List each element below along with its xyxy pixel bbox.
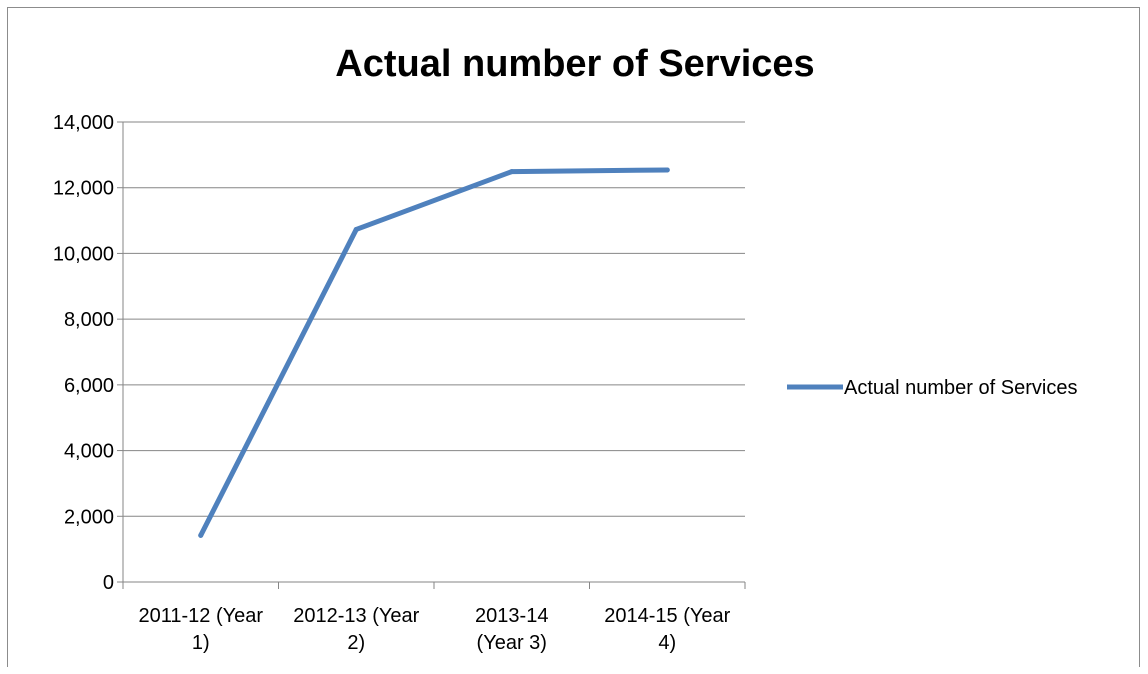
data-point [509,169,515,175]
y-axis-ticks: 0 2,000 4,000 6,000 8,000 10,000 12,000 14,000 [53,112,123,594]
y-tick-label: 4,000 [64,441,114,463]
y-tick-label: 12,000 [53,178,114,200]
legend: Actual number of Services [787,377,1077,399]
chart-frame [7,7,1140,667]
data-point [353,226,359,232]
y-tick-label: 10,000 [53,243,114,265]
legend-label: Actual number of Services [844,377,1077,399]
gridlines [123,121,745,517]
data-point [664,167,670,173]
series-lines [198,167,670,538]
data-point [198,532,204,538]
series-line [198,167,670,538]
x-tick-label: 2012-13 (Year 2) [293,605,419,654]
x-axis-ticks: 2011-12 (Year 1) 2012-13 (Year 2) 2013-14 (Ye… [122,582,746,654]
chart-title: Actual number of Services [335,43,814,85]
x-tick-label: 2013-14 (Year 3) [475,605,548,654]
x-tick-label: 2014-15 (Year 4) [604,605,730,654]
y-tick-label: 2,000 [64,506,114,528]
y-tick-label: 0 [103,572,114,594]
x-tick-label: 2011-12 (Year 1) [138,605,263,654]
y-tick-label: 6,000 [64,375,114,397]
axes [122,122,745,583]
y-tick-label: 14,000 [53,112,114,134]
y-tick-label: 8,000 [64,309,114,331]
